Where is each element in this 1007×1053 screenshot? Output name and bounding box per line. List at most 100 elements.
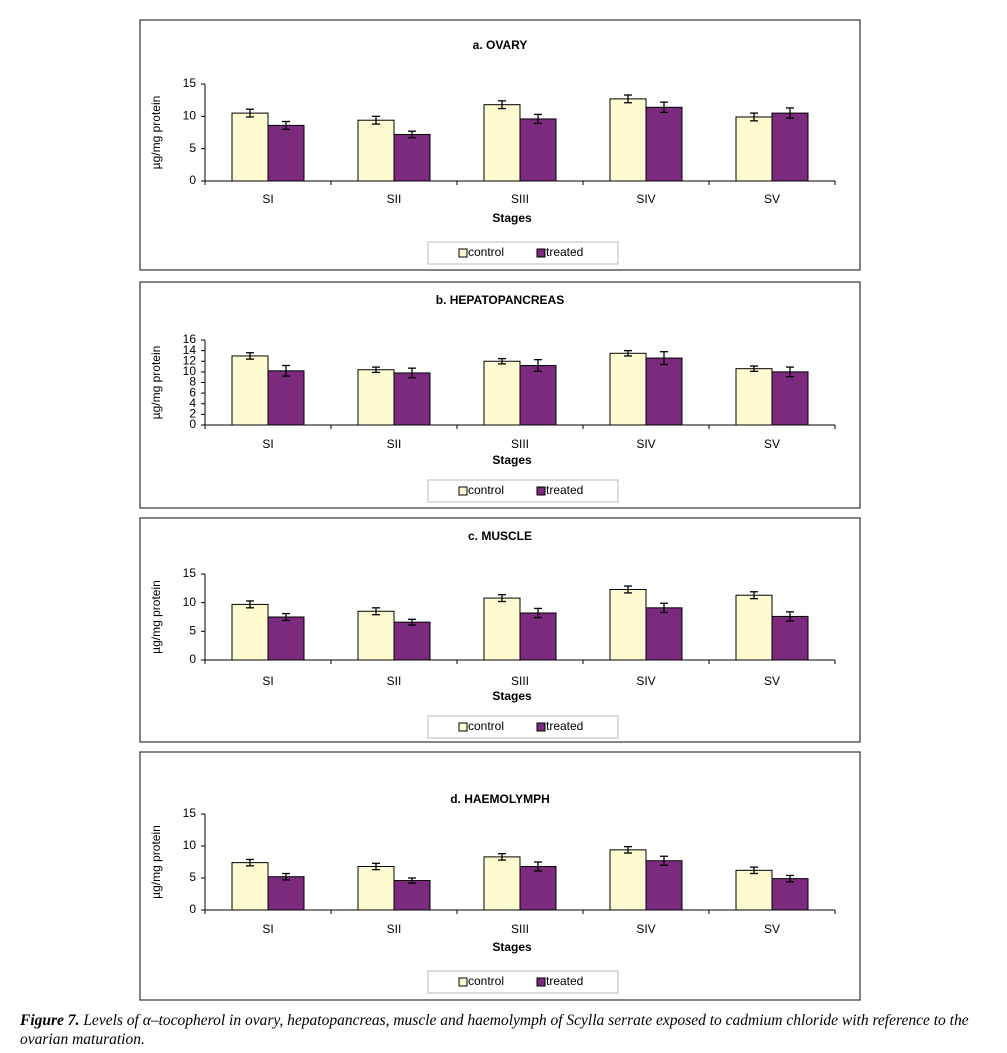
x-tick-label: SV: [764, 192, 780, 206]
legend-swatch: [536, 722, 546, 732]
x-tick-label: SV: [764, 674, 780, 688]
x-axis-label: Stages: [492, 940, 532, 954]
bar: [735, 116, 773, 182]
chart-title: d. HAEMOLYMPH: [450, 792, 550, 806]
error-bar: [372, 366, 380, 374]
bar: [231, 355, 269, 426]
error-bar: [786, 107, 794, 119]
legend-label: control: [468, 483, 504, 497]
bar: [267, 370, 305, 426]
error-bar: [408, 618, 416, 626]
chart-title: c. MUSCLE: [468, 529, 532, 543]
legend-box: [427, 241, 619, 265]
error-bar: [282, 872, 290, 881]
y-tick-label: 5: [189, 141, 196, 155]
legend-label: treated: [546, 974, 583, 988]
error-bar: [624, 349, 632, 357]
bar: [357, 610, 395, 661]
x-tick-label: SIV: [636, 192, 655, 206]
bar: [609, 849, 647, 911]
chart-title: a. OVARY: [473, 38, 528, 52]
x-tick-label: SII: [387, 922, 402, 936]
legend-swatch: [536, 977, 546, 987]
y-tick-label: 10: [183, 109, 197, 123]
x-tick-label: SIII: [511, 437, 529, 451]
y-tick-label: 10: [183, 838, 197, 852]
error-bar: [660, 101, 668, 114]
bar: [771, 371, 809, 426]
y-tick-label: 5: [189, 870, 196, 884]
error-bar: [498, 100, 506, 110]
chart-title: b. HEPATOPANCREAS: [436, 293, 564, 307]
bar: [645, 607, 683, 661]
x-axis-label: Stages: [492, 689, 532, 703]
bar: [393, 880, 431, 911]
figure: a. OVARY µg/mg protein Stages 0 5 10 15 SI SII SI…: [139, 19, 861, 1001]
y-tick-label: 2: [189, 407, 196, 421]
legend-label: treated: [546, 483, 583, 497]
error-bar: [534, 359, 542, 372]
bar: [519, 865, 557, 911]
caption-label: Figure 7.: [20, 1012, 80, 1029]
error-bar: [246, 352, 254, 360]
x-tick-label: SII: [387, 674, 402, 688]
y-tick-label: 15: [183, 806, 197, 820]
y-tick-label: 14: [183, 343, 197, 357]
bar: [483, 360, 521, 426]
bar: [483, 104, 521, 182]
x-axis-label: Stages: [492, 211, 532, 225]
error-bar: [246, 108, 254, 118]
error-bar: [372, 115, 380, 125]
bar: [357, 119, 395, 182]
x-tick-label: SI: [262, 674, 273, 688]
x-tick-label: SII: [387, 437, 402, 451]
bar: [519, 365, 557, 426]
error-bar: [624, 585, 632, 594]
x-tick-label: SII: [387, 192, 402, 206]
error-bar: [246, 600, 254, 609]
legend-label: control: [468, 974, 504, 988]
bar: [735, 368, 773, 426]
legend-label: treated: [546, 719, 583, 733]
error-bar: [534, 113, 542, 125]
chart-panel: c. MUSCLE µg/mg protein Stages 0 5 10 15 SI SII S…: [139, 517, 861, 743]
error-bar: [660, 602, 668, 614]
bar: [771, 878, 809, 911]
error-bar: [408, 130, 416, 139]
error-bar: [282, 364, 290, 377]
bar: [735, 594, 773, 661]
error-bar: [498, 357, 506, 365]
error-bar: [282, 612, 290, 622]
bar: [393, 372, 431, 426]
bar: [267, 616, 305, 661]
legend-label: control: [468, 719, 504, 733]
bar: [645, 106, 683, 182]
chart-panel: d. HAEMOLYMPH µg/mg protein Stages 0 5 10 15 SI…: [139, 751, 861, 1001]
caption-text: Levels of α–tocopherol in ovary, hepatop…: [20, 1012, 969, 1048]
error-bar: [282, 120, 290, 130]
legend-label: treated: [546, 245, 583, 259]
bar: [357, 865, 395, 911]
legend-swatch: [458, 722, 468, 732]
bar: [483, 597, 521, 661]
x-tick-label: SIV: [636, 437, 655, 451]
error-bar: [624, 94, 632, 104]
y-tick-label: 0: [189, 652, 196, 666]
bar: [267, 124, 305, 182]
y-tick-label: 5: [189, 624, 196, 638]
bar: [519, 118, 557, 182]
bar: [267, 876, 305, 911]
error-bar: [498, 593, 506, 603]
legend-box: [427, 970, 619, 994]
y-tick-label: 0: [189, 417, 196, 431]
y-axis-label: µg/mg protein: [149, 96, 163, 170]
legend-swatch: [458, 977, 468, 987]
bar: [393, 133, 431, 182]
error-bar: [786, 366, 794, 378]
x-tick-label: SIV: [636, 674, 655, 688]
error-bar: [372, 607, 380, 616]
chart-panel: b. HEPATOPANCREAS µg/mg protein Stages 0246…: [139, 281, 861, 509]
x-tick-label: SV: [764, 437, 780, 451]
error-bar: [372, 862, 380, 871]
bar: [483, 856, 521, 911]
